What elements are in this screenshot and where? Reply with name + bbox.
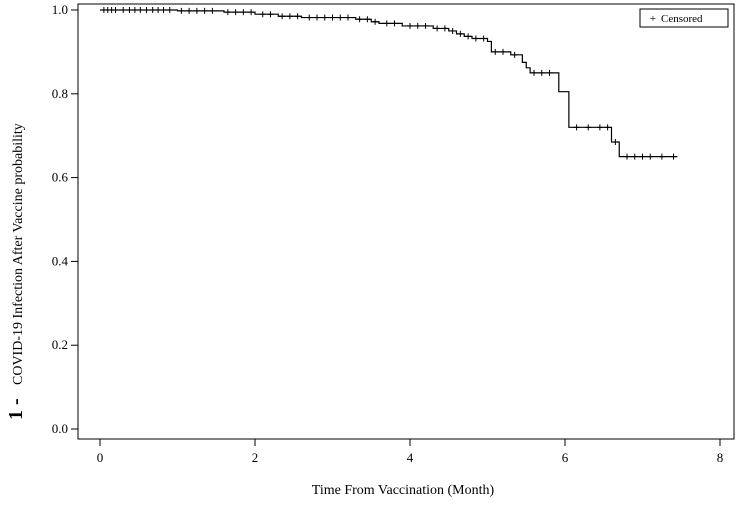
censored-marker	[294, 13, 301, 20]
x-axis-title: Time From Vaccination (Month)	[312, 483, 495, 498]
legend-box	[639, 8, 729, 28]
censored-marker	[391, 20, 398, 27]
censored-marker	[422, 22, 429, 29]
y-tick-label: 0.0	[52, 421, 68, 436]
x-tick-label: 8	[717, 450, 724, 465]
censored-marker	[193, 7, 200, 14]
censored-marker	[286, 13, 293, 20]
x-tick-label: 2	[252, 450, 259, 465]
y-axis-title-group: 1 - COVID-19 Infection After Vaccine pro…	[5, 123, 27, 420]
censored-marker	[434, 25, 441, 32]
y-tick-label: 0.2	[52, 337, 68, 352]
censored-marker	[407, 22, 413, 29]
y-axis-title-prefix: 1 -	[5, 398, 27, 420]
censored-marker	[383, 20, 390, 27]
censored-marker	[345, 14, 351, 21]
censored-marker	[314, 14, 320, 21]
censored-marker	[449, 27, 456, 34]
x-tick-label: 0	[97, 450, 104, 465]
censored-marker	[143, 7, 150, 13]
censored-marker	[670, 153, 677, 160]
censored-marker	[631, 153, 638, 160]
censored-marker	[531, 69, 537, 76]
censored-marker	[112, 7, 119, 13]
y-tick-label: 0.4	[52, 253, 69, 268]
censored-marker	[372, 18, 379, 25]
censored-marker	[639, 153, 646, 160]
censored-marker	[573, 124, 580, 131]
censored-marker	[647, 153, 654, 160]
censored-marker	[137, 7, 144, 13]
censored-marker	[604, 124, 611, 131]
censored-marker	[279, 13, 286, 20]
censored-marker	[441, 25, 448, 32]
censored-marker	[492, 48, 499, 55]
censored-marker	[472, 35, 479, 42]
censored-marker	[596, 124, 603, 131]
censored-marker	[306, 14, 313, 21]
censored-marker	[201, 7, 208, 14]
censored-marker	[457, 30, 464, 37]
censored-marker	[624, 153, 630, 160]
censored-marker	[186, 7, 193, 14]
legend-label-censored: Censored	[661, 13, 703, 25]
censored-marker	[267, 11, 274, 18]
censored-marker	[178, 7, 185, 14]
y-tick-label: 1.0	[52, 2, 68, 17]
censored-marker	[155, 7, 162, 13]
censored-marker	[465, 33, 472, 40]
censored-marker	[209, 7, 216, 14]
x-axis: 0 2 4 6 8	[97, 439, 724, 465]
censored-marker	[232, 9, 239, 16]
censored-marker	[538, 69, 545, 76]
censored-marker	[585, 124, 592, 131]
censored-marker	[414, 22, 421, 29]
y-tick-label: 0.8	[52, 86, 68, 101]
censored-marker	[356, 16, 363, 23]
censored-marker	[126, 7, 133, 13]
censored-marker	[658, 153, 665, 160]
y-axis-title: COVID-19 Infection After Vaccine probabi…	[11, 123, 26, 385]
censored-marker	[240, 9, 247, 16]
censored-marker	[224, 9, 231, 16]
plot-area	[100, 7, 678, 160]
censored-marker	[131, 7, 138, 13]
survival-curve	[100, 9, 678, 158]
censored-marker	[120, 7, 127, 13]
plot-frame	[77, 3, 735, 440]
censored-marker	[337, 14, 344, 21]
censored-marker	[546, 69, 553, 76]
censored-marker	[321, 14, 328, 21]
censored-marker	[259, 11, 266, 18]
x-tick-label: 4	[407, 450, 414, 465]
censored-marker	[511, 51, 518, 58]
censored-marker	[612, 138, 619, 145]
legend: + Censored	[639, 8, 729, 28]
censored-marker	[248, 9, 255, 16]
x-tick-label: 6	[562, 450, 569, 465]
y-axis: 0.0 0.2 0.4 0.6 0.8 1.0	[52, 2, 78, 436]
censored-marker	[500, 48, 506, 55]
censored-marker	[149, 7, 156, 13]
censored-marker	[480, 35, 487, 42]
censored-marker	[166, 7, 173, 13]
censored-marker	[160, 7, 167, 13]
censored-marker	[329, 14, 336, 21]
legend-marker: +	[650, 13, 656, 25]
censored-marker	[364, 16, 371, 23]
y-tick-label: 0.6	[52, 170, 69, 185]
